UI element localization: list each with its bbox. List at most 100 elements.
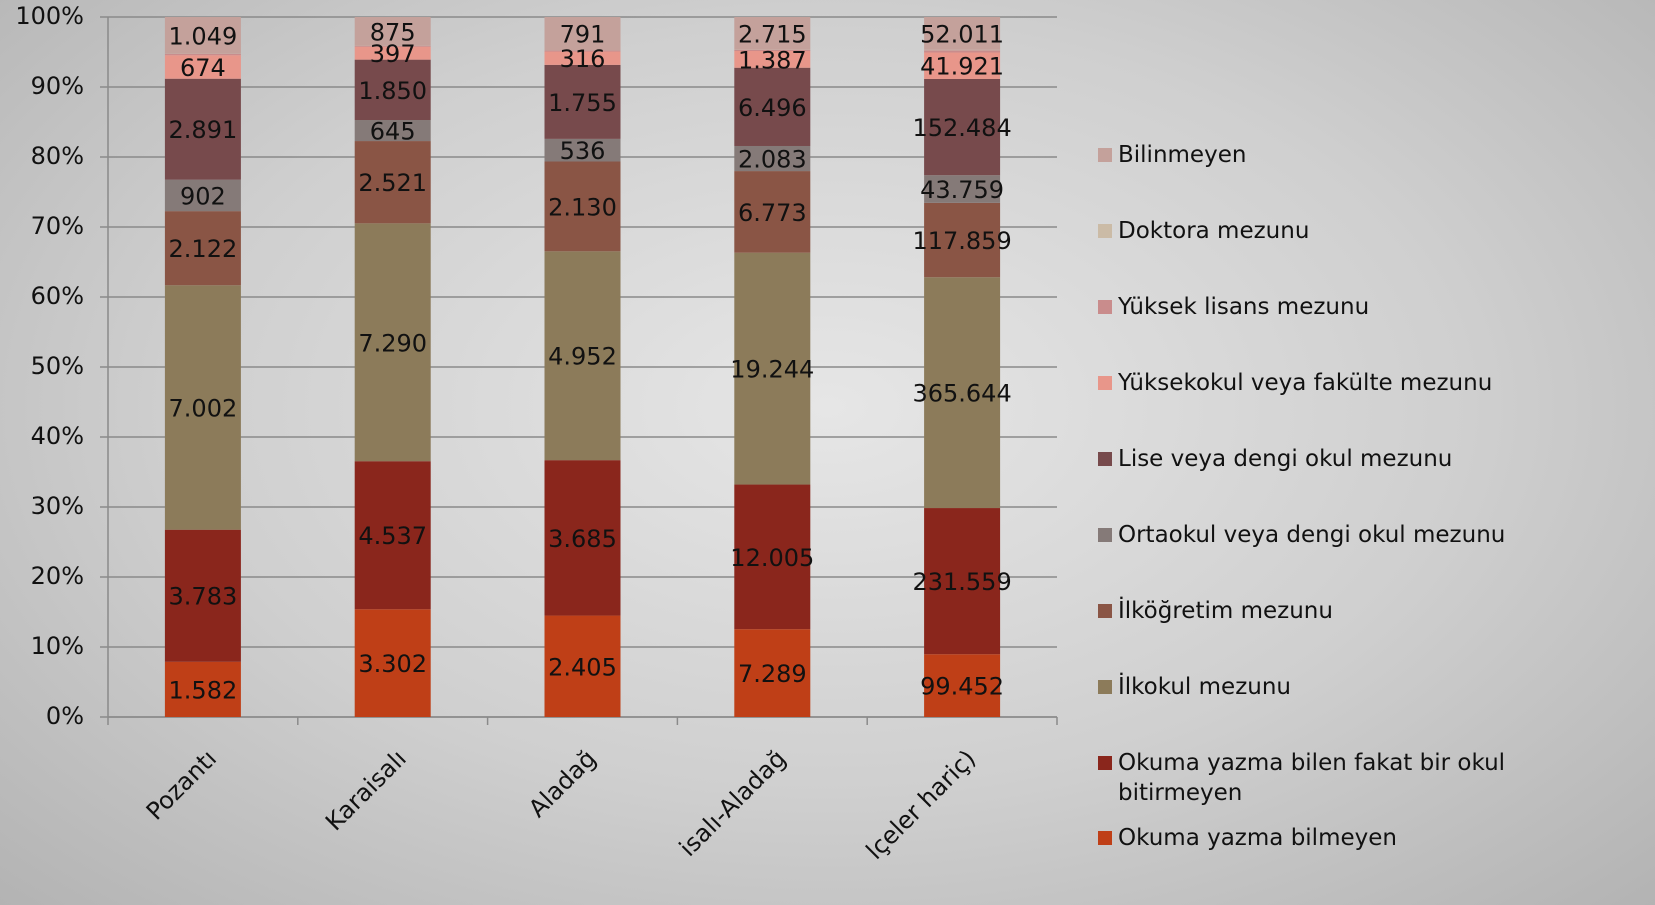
- data-label: 2.715: [738, 20, 807, 48]
- data-label: 6.496: [738, 94, 807, 122]
- bar-segment: [924, 175, 1001, 203]
- bar-segment: [924, 17, 1001, 50]
- bar-segment: [354, 45, 431, 47]
- legend-item: Doktora mezunu: [1098, 216, 1558, 246]
- data-label: 3.783: [169, 583, 238, 611]
- bar-segment: [354, 46, 431, 60]
- data-label: 99.452: [920, 673, 1004, 701]
- bar-segment: [164, 661, 241, 717]
- legend-item: İlköğretim mezunu: [1098, 596, 1558, 626]
- legend-item: Lise veya dengi okul mezunu: [1098, 444, 1558, 474]
- legend-swatch: [1098, 680, 1112, 694]
- bar-segment: [734, 145, 811, 172]
- legend-swatch: [1098, 756, 1112, 770]
- bar-segment: [354, 461, 431, 610]
- data-label: 7.290: [358, 329, 427, 357]
- bar-segment: [734, 67, 811, 146]
- data-label: 4.952: [548, 343, 617, 371]
- y-tick-label: 20%: [31, 562, 84, 590]
- data-label: 902: [180, 182, 226, 210]
- bar-segment: [544, 251, 621, 461]
- data-label: 3.685: [548, 525, 617, 553]
- data-label: 1.049: [169, 22, 238, 50]
- data-label: 2.083: [738, 146, 807, 174]
- bar-segment: [164, 211, 241, 286]
- legend-item: Yüksek lisans mezunu: [1098, 292, 1558, 322]
- y-tick-label: 30%: [31, 492, 84, 520]
- data-label: 1.755: [548, 89, 617, 117]
- bar-segment: [164, 17, 241, 54]
- legend-label: Doktora mezunu: [1118, 218, 1310, 244]
- legend-item: Ortaokul veya dengi okul mezunu: [1098, 520, 1558, 550]
- bar-segment: [354, 17, 431, 46]
- bar-segment: [354, 141, 431, 224]
- legend-label: Yüksekokul veya fakülte mezunu: [1118, 370, 1493, 396]
- bar-segment: [734, 629, 811, 717]
- data-label: 2.122: [169, 235, 238, 263]
- data-label: 875: [370, 18, 416, 46]
- bar-segment: [164, 78, 241, 180]
- bar-segment: [354, 120, 431, 142]
- legend-label: Lise veya dengi okul mezunu: [1118, 446, 1453, 472]
- y-tick-label: 70%: [31, 212, 84, 240]
- data-label: 152.484: [912, 114, 1011, 142]
- bar-segment: [354, 609, 431, 717]
- data-label: 7.002: [169, 394, 238, 422]
- y-tick-label: 60%: [31, 282, 84, 310]
- bar-segment: [544, 615, 621, 717]
- bar-segment: [924, 78, 1001, 176]
- data-label: 117.859: [912, 227, 1011, 255]
- y-tick-label: 40%: [31, 422, 84, 450]
- data-label: 2.521: [358, 169, 427, 197]
- bar-segment: [734, 252, 811, 485]
- y-tick-label: 90%: [31, 72, 84, 100]
- data-label: 231.559: [912, 568, 1011, 596]
- bar-segment: [164, 529, 241, 662]
- data-label: 4.537: [358, 522, 427, 550]
- legend-swatch: [1098, 224, 1112, 238]
- bar-segment: [734, 484, 811, 630]
- legend-swatch: [1098, 604, 1112, 618]
- bar-segment: [924, 50, 1001, 53]
- data-label: 536: [560, 137, 606, 165]
- bar-segment: [734, 49, 811, 52]
- legend-label: İlkokul mezunu: [1118, 674, 1291, 700]
- data-label: 1.582: [169, 676, 238, 704]
- data-label: 397: [370, 40, 416, 68]
- data-label: 316: [560, 45, 606, 73]
- legend-swatch: [1098, 528, 1112, 542]
- legend-swatch: [1098, 831, 1112, 845]
- bar-segment: [924, 508, 1001, 655]
- bar-segment: [924, 277, 1001, 509]
- bar-segment: [544, 161, 621, 252]
- data-label: 3.302: [358, 650, 427, 678]
- bar-segment: [924, 52, 1001, 79]
- legend-label: Okuma yazma bilmeyen: [1118, 825, 1397, 851]
- bar-segment: [544, 64, 621, 139]
- x-tick-label: isalı-Aladağ: [674, 744, 792, 862]
- x-tick-label: Aladağ: [523, 744, 601, 822]
- y-tick-label: 0%: [46, 702, 84, 730]
- data-label: 645: [370, 118, 416, 146]
- data-label: 12.005: [730, 544, 814, 572]
- data-label: 7.289: [738, 660, 807, 688]
- legend-item: Okuma yazma bilmeyen: [1098, 823, 1558, 853]
- bar-segment: [544, 460, 621, 616]
- legend-item: İlkokul mezunu: [1098, 672, 1558, 702]
- legend-label: Yüksek lisans mezunu: [1118, 294, 1370, 320]
- bar-segment: [164, 179, 241, 212]
- bar-segment: [924, 654, 1001, 717]
- data-label: 2.405: [548, 653, 617, 681]
- bar-segment: [734, 17, 811, 50]
- legend-label: Bilinmeyen: [1118, 142, 1247, 168]
- legend-label: Ortaokul veya dengi okul mezunu: [1118, 522, 1506, 548]
- bar-segment: [544, 50, 621, 52]
- bar-segment: [544, 17, 621, 51]
- legend-item: Yüksekokul veya fakülte mezunu: [1098, 368, 1558, 398]
- data-label: 6.773: [738, 199, 807, 227]
- legend-label: Okuma yazma bilen fakat bir okul bitirme…: [1118, 750, 1506, 806]
- data-label: 2.130: [548, 193, 617, 221]
- x-tick-label: lçeler hariç): [861, 744, 982, 865]
